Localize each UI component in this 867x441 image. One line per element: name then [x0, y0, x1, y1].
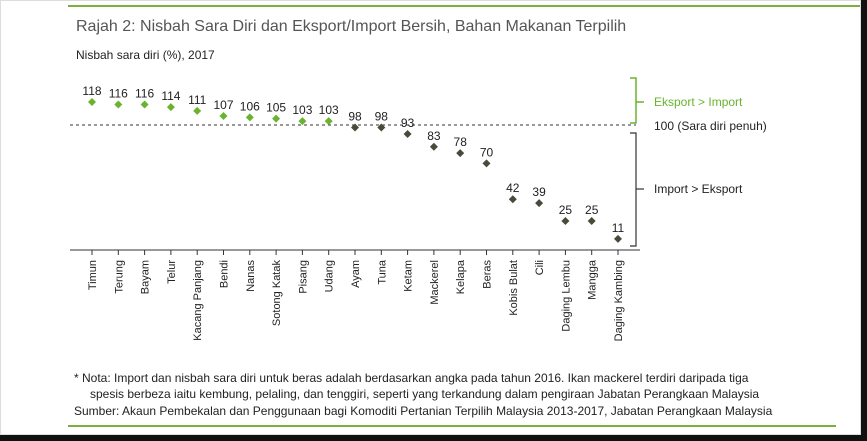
category-label: Mackerel	[429, 260, 441, 305]
value-label: 116	[109, 87, 128, 101]
category-label: Daging Lembu	[560, 260, 572, 332]
data-point-beras	[482, 159, 491, 168]
data-point-nanas	[245, 113, 254, 122]
category-label: Timun	[87, 260, 99, 290]
data-point-daging-kambing	[614, 234, 622, 243]
export-bracket	[630, 77, 637, 124]
chart-title: Rajah 2: Nisbah Sara Diri dan Eksport/Im…	[76, 18, 627, 35]
category-label: Beras	[482, 260, 494, 289]
value-label: 116	[135, 87, 154, 101]
labels-layer: 118 Timun 116 Terung 116 Bayam 114 Telur 111 Kaca…	[82, 84, 625, 341]
category-label: Kacang Panjang	[192, 260, 204, 341]
category-label: Nanas	[245, 260, 257, 292]
data-point-timun	[88, 97, 96, 106]
value-label: 105	[266, 101, 286, 115]
category-label: Daging Kambing	[613, 260, 625, 341]
category-label: Tuna	[376, 259, 388, 285]
category-label: Terung	[113, 260, 125, 294]
category-label: Telur	[166, 260, 178, 284]
axis-layer	[70, 124, 640, 255]
footnote-line-1: * Nota: Import dan nisbah sara diri untu…	[74, 371, 749, 385]
value-label: 118	[82, 84, 101, 98]
value-label: 98	[375, 110, 389, 124]
import-bracket	[630, 132, 637, 247]
value-label: 107	[213, 98, 233, 112]
import-label: Import > Eksport	[654, 182, 743, 196]
category-label: Pisang	[297, 260, 309, 294]
category-label: Kobis Bulat	[508, 260, 520, 316]
category-label: Ketam	[403, 260, 415, 292]
bottom-accent-rule	[68, 425, 836, 427]
value-label: 78	[454, 135, 468, 149]
value-label: 103	[319, 103, 339, 117]
value-label: 42	[506, 181, 520, 195]
data-point-terung	[114, 100, 123, 109]
category-label: Mangga	[587, 259, 599, 300]
category-label: Sotong Katak	[271, 260, 283, 327]
data-point-kelapa	[456, 149, 465, 158]
footnote: * Nota: Import dan nisbah sara diri untu…	[74, 370, 834, 402]
data-point-ayam	[351, 123, 359, 132]
reference-label: 100 (Sara diri penuh)	[654, 119, 767, 133]
value-label: 114	[161, 89, 180, 103]
value-label: 111	[188, 93, 207, 107]
category-label: Bayam	[140, 260, 152, 294]
data-point-ketam	[403, 129, 412, 138]
category-label: Kelapa	[455, 259, 467, 294]
value-label: 25	[559, 203, 573, 217]
data-point-mangga	[587, 217, 596, 225]
category-label: Ayam	[350, 260, 362, 288]
category-label: Bendi	[219, 260, 231, 288]
value-label: 83	[427, 129, 441, 143]
export-label: Eksport > Import	[654, 95, 743, 109]
data-point-kacang-panjang	[193, 106, 202, 115]
top-accent-rule	[68, 5, 860, 7]
value-label: 39	[532, 185, 546, 199]
value-label: 103	[292, 103, 312, 117]
bracket-layer: Eksport > Import 100 (Sara diri penuh) Imp…	[630, 77, 767, 247]
data-point-udang	[324, 117, 333, 126]
data-point-daging-lembu	[561, 217, 570, 225]
data-point-bayam	[140, 100, 149, 109]
chart-subtitle: Nisbah sara diri (%), 2017	[76, 48, 215, 62]
data-point-mackerel	[429, 142, 438, 151]
value-label: 70	[480, 145, 494, 159]
data-point-telur	[166, 103, 175, 112]
footnote-line-2: spesis berbeza iaitu kembung, pelaling, …	[90, 387, 760, 401]
value-label: 25	[585, 203, 599, 217]
category-label: Cili	[534, 260, 546, 275]
marks-layer	[88, 97, 622, 243]
data-point-kobis-bulat	[508, 195, 517, 204]
source-text: Sumber: Akaun Pembekalan dan Penggunaan …	[74, 404, 773, 418]
data-point-tuna	[377, 123, 386, 132]
data-point-bendi	[219, 112, 228, 121]
value-label: 11	[612, 221, 625, 235]
value-label: 106	[240, 99, 260, 113]
value-label: 93	[401, 116, 415, 130]
data-point-pisang	[298, 117, 307, 126]
data-point-sotong-katak	[272, 114, 281, 123]
value-label: 98	[348, 110, 362, 124]
data-point-cili	[535, 199, 544, 208]
category-label: Udang	[324, 260, 336, 292]
